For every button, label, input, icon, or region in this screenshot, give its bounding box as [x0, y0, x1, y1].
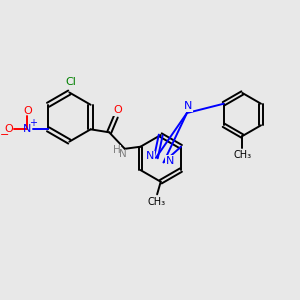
Text: N: N [184, 101, 192, 111]
Text: O: O [4, 124, 13, 134]
Text: O: O [113, 105, 122, 115]
Text: Cl: Cl [65, 77, 76, 87]
Text: N: N [166, 156, 174, 166]
Text: N: N [23, 124, 32, 134]
Text: N: N [146, 152, 154, 161]
Text: H: H [112, 145, 120, 155]
Text: CH₃: CH₃ [148, 197, 166, 207]
Text: O: O [23, 106, 32, 116]
Text: N: N [119, 149, 127, 159]
Text: +: + [29, 118, 37, 128]
Text: CH₃: CH₃ [233, 150, 251, 160]
Text: −: − [0, 130, 10, 140]
